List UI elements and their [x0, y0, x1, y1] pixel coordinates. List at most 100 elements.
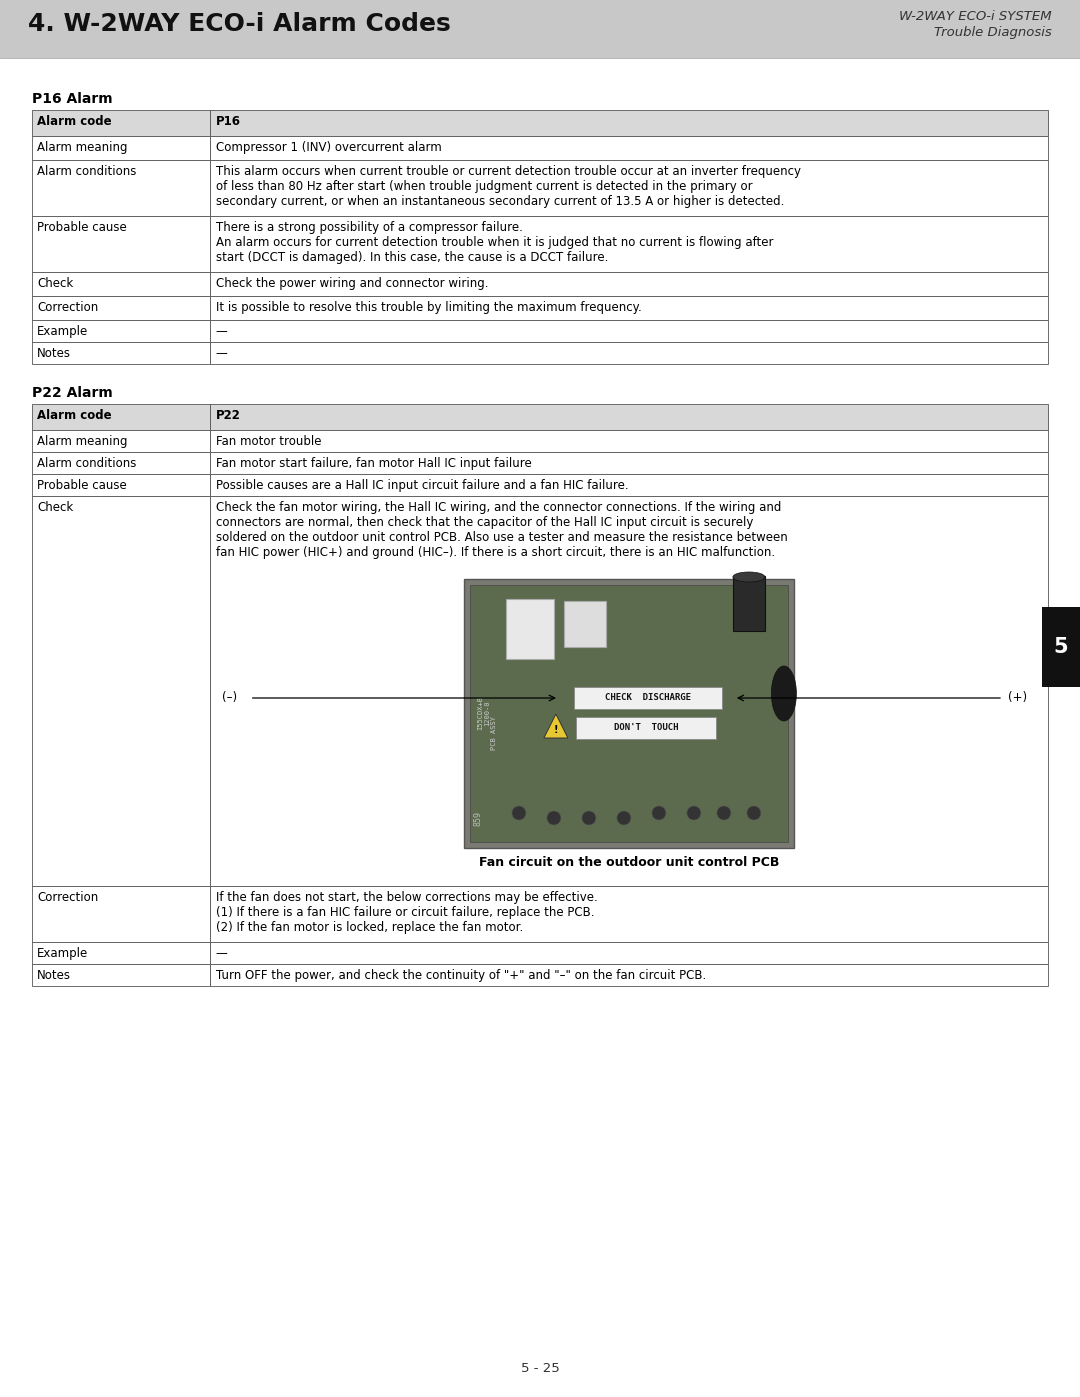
Text: Alarm code: Alarm code	[37, 115, 111, 129]
Text: PCB ASSY: PCB ASSY	[491, 717, 497, 750]
Bar	[210, 942, 1048, 964]
Circle shape	[617, 812, 631, 826]
Bar	[210, 404, 1048, 430]
Text: W-2WAY ECO-i SYSTEM: W-2WAY ECO-i SYSTEM	[900, 10, 1052, 22]
Text: Alarm meaning: Alarm meaning	[37, 141, 127, 154]
Polygon shape	[544, 714, 568, 738]
Text: Notes: Notes	[37, 970, 71, 982]
Text: (–): (–)	[221, 692, 237, 704]
Circle shape	[717, 806, 731, 820]
Circle shape	[546, 812, 561, 826]
Bar	[210, 496, 1048, 886]
Text: P22: P22	[216, 409, 241, 422]
Text: P22 Alarm: P22 Alarm	[32, 386, 112, 400]
Circle shape	[582, 812, 596, 826]
Text: !: !	[554, 725, 558, 735]
Text: —: —	[216, 346, 228, 360]
Text: If the fan does not start, the below corrections may be effective.
(1) If there : If the fan does not start, the below cor…	[216, 891, 597, 935]
Bar	[210, 886, 1048, 942]
Text: It is possible to resolve this trouble by limiting the maximum frequency.: It is possible to resolve this trouble b…	[216, 300, 642, 314]
Bar	[210, 964, 1048, 986]
Bar	[32, 430, 210, 453]
Ellipse shape	[771, 666, 796, 721]
Text: This alarm occurs when current trouble or current detection trouble occur at an : This alarm occurs when current trouble o…	[216, 165, 800, 208]
Circle shape	[652, 806, 666, 820]
Text: Alarm meaning: Alarm meaning	[37, 434, 127, 448]
Text: Example: Example	[37, 326, 89, 338]
Text: —: —	[216, 326, 228, 338]
Ellipse shape	[733, 571, 765, 583]
Bar	[564, 601, 606, 647]
Text: CHECK  DISCHARGE: CHECK DISCHARGE	[605, 693, 691, 703]
Text: Probable cause: Probable cause	[37, 479, 126, 492]
Text: Possible causes are a Hall IC input circuit failure and a fan HIC failure.: Possible causes are a Hall IC input circ…	[216, 479, 629, 492]
Text: Check the fan motor wiring, the Hall IC wiring, and the connector connections. I: Check the fan motor wiring, the Hall IC …	[216, 502, 787, 559]
Text: P16 Alarm: P16 Alarm	[32, 92, 112, 106]
Bar	[210, 453, 1048, 474]
Bar	[32, 136, 210, 161]
Bar	[32, 886, 210, 942]
Bar	[573, 687, 721, 710]
Text: 5: 5	[1054, 637, 1068, 657]
Bar	[32, 942, 210, 964]
Bar	[210, 342, 1048, 365]
Text: Alarm conditions: Alarm conditions	[37, 165, 136, 177]
Text: Notes: Notes	[37, 346, 71, 360]
Text: 859: 859	[473, 810, 483, 826]
Bar	[210, 136, 1048, 161]
Bar	[32, 110, 210, 136]
Text: Probable cause: Probable cause	[37, 221, 126, 235]
Bar	[32, 496, 210, 886]
Text: Alarm conditions: Alarm conditions	[37, 457, 136, 469]
Text: Correction: Correction	[37, 300, 98, 314]
Bar	[210, 296, 1048, 320]
Text: Correction: Correction	[37, 891, 98, 904]
Bar	[32, 296, 210, 320]
Text: 5 - 25: 5 - 25	[521, 1362, 559, 1375]
Bar	[32, 474, 210, 496]
Text: DON'T  TOUCH: DON'T TOUCH	[613, 724, 678, 732]
Text: (+): (+)	[1008, 692, 1027, 704]
Text: —: —	[216, 947, 228, 960]
Text: Trouble Diagnosis: Trouble Diagnosis	[934, 27, 1052, 39]
Bar	[210, 272, 1048, 296]
Bar	[470, 585, 788, 842]
Text: Turn OFF the power, and check the continuity of "+" and "–" on the fan circuit P: Turn OFF the power, and check the contin…	[216, 970, 706, 982]
Text: Example: Example	[37, 947, 89, 960]
Text: Fan circuit on the outdoor unit control PCB: Fan circuit on the outdoor unit control …	[478, 856, 779, 869]
Circle shape	[687, 806, 701, 820]
Text: Fan motor start failure, fan motor Hall IC input failure: Fan motor start failure, fan motor Hall …	[216, 457, 531, 469]
Bar	[32, 320, 210, 342]
Bar	[32, 964, 210, 986]
Text: Check: Check	[37, 277, 73, 291]
Bar	[32, 217, 210, 272]
Text: P16: P16	[216, 115, 241, 129]
Text: Fan motor trouble: Fan motor trouble	[216, 434, 322, 448]
Bar	[210, 161, 1048, 217]
Bar	[210, 320, 1048, 342]
Bar	[0, 0, 1080, 59]
Text: Compressor 1 (INV) overcurrent alarm: Compressor 1 (INV) overcurrent alarm	[216, 141, 442, 154]
Text: I55CDX+B
1200-0: I55CDX+B 1200-0	[477, 697, 490, 731]
Bar	[210, 474, 1048, 496]
Text: Alarm code: Alarm code	[37, 409, 111, 422]
Bar	[32, 453, 210, 474]
Bar	[210, 217, 1048, 272]
Bar	[1042, 608, 1080, 687]
Bar	[32, 272, 210, 296]
Bar	[733, 576, 765, 631]
Bar	[32, 342, 210, 365]
Text: 4. W-2WAY ECO-i Alarm Codes: 4. W-2WAY ECO-i Alarm Codes	[28, 13, 450, 36]
Bar	[32, 404, 210, 430]
Text: Check the power wiring and connector wiring.: Check the power wiring and connector wir…	[216, 277, 488, 291]
Circle shape	[747, 806, 761, 820]
Bar	[210, 430, 1048, 453]
Text: Check: Check	[37, 502, 73, 514]
Bar	[505, 599, 554, 659]
Circle shape	[512, 806, 526, 820]
Bar	[210, 110, 1048, 136]
Text: There is a strong possibility of a compressor failure.
An alarm occurs for curre: There is a strong possibility of a compr…	[216, 221, 773, 264]
Bar	[32, 161, 210, 217]
Bar	[576, 717, 716, 739]
Bar	[464, 578, 794, 848]
